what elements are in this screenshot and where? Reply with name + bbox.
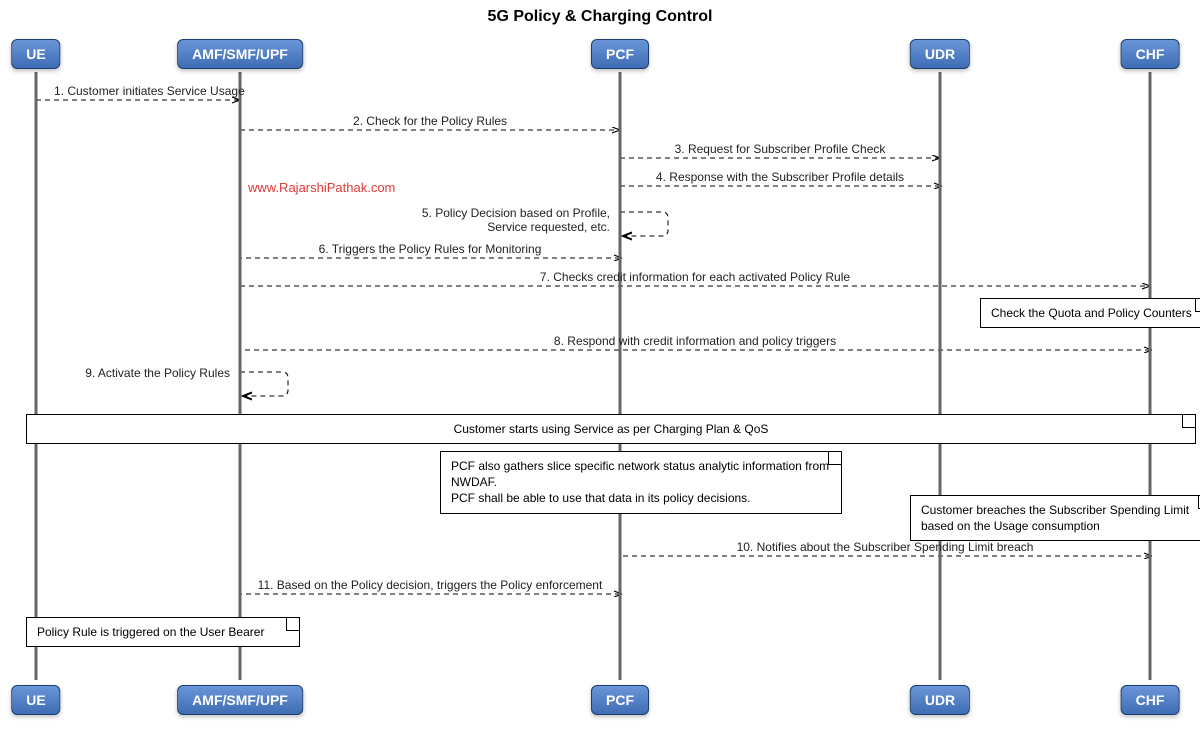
participant-udr: UDR [910, 39, 970, 69]
participant-ue: UE [11, 39, 60, 69]
message-8-label: 8. Respond with credit information and p… [554, 334, 836, 348]
message-2-label: 2. Check for the Policy Rules [353, 114, 507, 128]
watermark: www.RajarshiPathak.com [248, 180, 395, 195]
note-2: Customer starts using Service as per Cha… [26, 414, 1196, 444]
lifeline-chf [1149, 72, 1152, 680]
message-7-label: 7. Checks credit information for each ac… [540, 270, 850, 284]
participant-udr: UDR [910, 685, 970, 715]
participant-amf: AMF/SMF/UPF [177, 685, 303, 715]
lifeline-pcf [619, 72, 622, 680]
message-5-label: 5. Policy Decision based on Profile, [422, 206, 610, 220]
message-11-label: 11. Based on the Policy decision, trigge… [258, 578, 603, 592]
message-9-label: 9. Activate the Policy Rules [85, 366, 230, 380]
message-10-label: 10. Notifies about the Subscriber Spendi… [737, 540, 1034, 554]
message-3-label: 3. Request for Subscriber Profile Check [675, 142, 886, 156]
participant-chf: CHF [1121, 39, 1180, 69]
participant-ue: UE [11, 685, 60, 715]
lifeline-udr [939, 72, 942, 680]
participant-amf: AMF/SMF/UPF [177, 39, 303, 69]
note-4: Customer breaches the Subscriber Spendin… [910, 495, 1200, 541]
message-1-label: 1. Customer initiates Service Usage [54, 84, 245, 98]
message-5-label: Service requested, etc. [487, 220, 610, 234]
participant-pcf: PCF [591, 39, 649, 69]
participant-pcf: PCF [591, 685, 649, 715]
note-3: PCF also gathers slice specific network … [440, 451, 842, 514]
message-6-label: 6. Triggers the Policy Rules for Monitor… [319, 242, 542, 256]
note-5: Policy Rule is triggered on the User Bea… [26, 617, 300, 647]
lifeline-amf [239, 72, 242, 680]
diagram-title: 5G Policy & Charging Control [0, 8, 1200, 26]
note-1: Check the Quota and Policy Counters [980, 298, 1200, 328]
lifeline-ue [35, 72, 38, 680]
participant-chf: CHF [1121, 685, 1180, 715]
message-4-label: 4. Response with the Subscriber Profile … [656, 170, 904, 184]
